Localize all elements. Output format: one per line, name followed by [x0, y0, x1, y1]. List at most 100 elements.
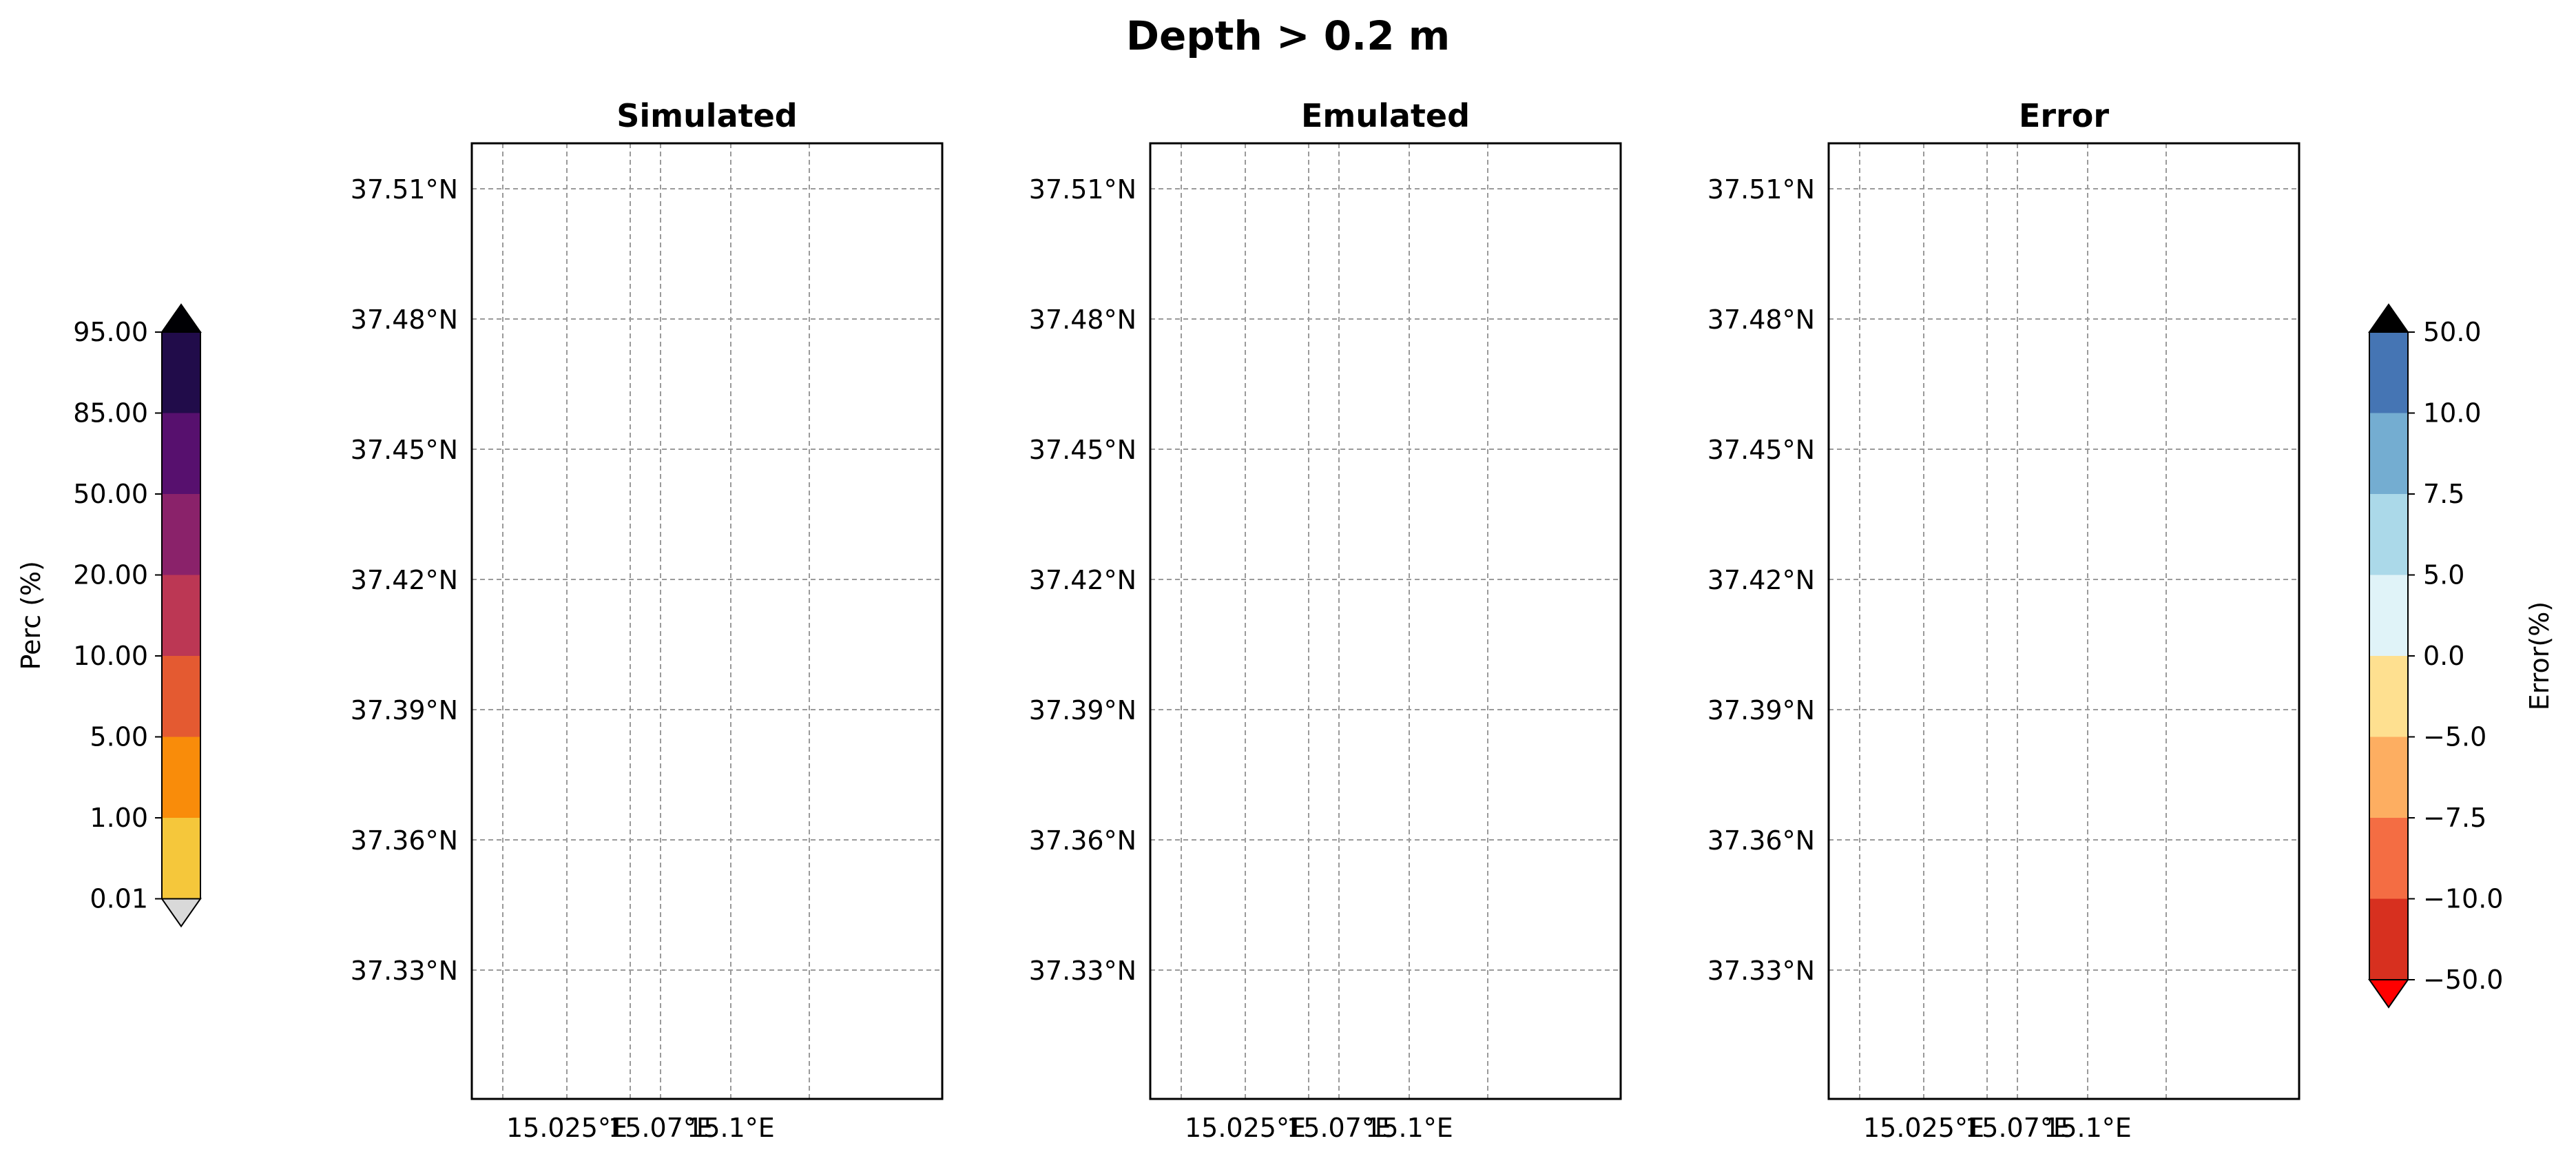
flood-cell — [1463, 987, 1465, 991]
flood-cell — [773, 654, 780, 657]
flood-cell — [1460, 1025, 1464, 1027]
flood-cell — [776, 900, 781, 904]
flood-cell — [756, 730, 759, 737]
flood-cell — [770, 655, 776, 659]
flood-cell — [762, 711, 767, 714]
flood-cell — [764, 306, 769, 312]
flood-cell — [1433, 535, 1438, 538]
flood-cell — [2115, 657, 2121, 662]
flood-cell — [773, 883, 779, 887]
flood-cell — [2104, 699, 2109, 703]
flood-cell — [765, 322, 768, 328]
land-area — [1331, 289, 1498, 1056]
flood-cell — [1435, 512, 1441, 515]
flood-cell — [1413, 641, 1415, 644]
flood-cell — [1431, 658, 1435, 663]
flood-cell — [2118, 323, 2125, 330]
flood-cell — [766, 330, 771, 333]
flood-cell — [2115, 675, 2117, 679]
flood-cell — [766, 362, 770, 366]
flood-cell — [2117, 441, 2121, 444]
flood-cell — [1423, 561, 1426, 564]
flood-cell — [763, 513, 767, 519]
flood-cell — [2113, 580, 2116, 583]
flood-cell — [1426, 728, 1431, 732]
flood-cell — [1419, 507, 1424, 510]
flood-cell — [1429, 452, 1432, 457]
flood-cell — [1426, 524, 1431, 530]
flood-cell — [2117, 500, 2119, 503]
flood-cell — [2121, 621, 2123, 626]
flood-cell — [1416, 484, 1420, 486]
flood-cell — [1450, 892, 1452, 896]
flood-cell — [765, 712, 769, 717]
flood-cell — [1451, 991, 1456, 998]
flood-cell — [2113, 424, 2116, 426]
flood-cell — [1438, 513, 1442, 518]
flood-cell — [2121, 358, 2127, 364]
flood-cell — [1426, 877, 1433, 880]
flood-cell — [2146, 1013, 2148, 1016]
flood-cell — [2104, 715, 2108, 719]
flood-cell — [1450, 1003, 1456, 1008]
flood-cell — [760, 376, 767, 382]
flood-cell — [1434, 304, 1439, 309]
flood-cell — [789, 992, 791, 996]
flood-cell — [1424, 360, 1427, 365]
colorbar-under — [160, 898, 202, 928]
flood-cell — [2112, 630, 2116, 635]
flood-cell — [765, 637, 770, 642]
flood-cell — [769, 654, 773, 656]
flood-cell — [2097, 744, 2102, 751]
flood-cell — [1405, 641, 1407, 645]
flood-cell — [1430, 876, 1435, 883]
flood-cell — [765, 311, 771, 318]
flood-cell — [2146, 986, 2152, 990]
flood-cell — [1429, 630, 1434, 634]
map-panel-error: Error37.51°N37.48°N37.45°N37.42°N37.39°N… — [1707, 97, 2300, 1143]
flood-cell — [762, 699, 768, 703]
flood-cell — [760, 727, 764, 733]
flood-cell — [1435, 290, 1440, 294]
flood-cell — [1426, 718, 1431, 722]
flood-cell — [1420, 400, 1425, 405]
flood-cell — [2139, 997, 2145, 1004]
flood-cell — [2101, 675, 2104, 680]
flood-cell — [792, 1020, 795, 1027]
flood-cell — [765, 585, 769, 588]
flood-cell — [1419, 736, 1422, 739]
flood-cell — [765, 621, 768, 624]
flood-cell — [761, 714, 765, 719]
flood-cell — [1422, 506, 1428, 511]
flood-cell — [2120, 637, 2126, 640]
flood-cell — [1413, 626, 1419, 632]
flood-cell — [793, 1013, 796, 1018]
flood-cell — [1430, 688, 1433, 690]
flood-cell — [1462, 1026, 1468, 1031]
flood-cell — [1424, 518, 1427, 524]
flood-cell — [1429, 734, 1433, 737]
flood-cell — [788, 1011, 792, 1016]
flood-cell — [769, 655, 774, 661]
flood-cell — [1419, 702, 1425, 706]
flood-cell — [1453, 989, 1460, 991]
flood-cell — [2105, 697, 2107, 703]
flood-cell — [2113, 657, 2119, 661]
flood-cell — [773, 654, 779, 659]
colorbar-over — [160, 303, 202, 333]
flood-cell — [1462, 980, 1468, 982]
flood-cell — [1415, 657, 1418, 662]
flood-cell — [2099, 704, 2106, 708]
flood-cell — [2107, 725, 2109, 729]
flood-cell — [2115, 891, 2121, 897]
flood-cell — [2146, 975, 2151, 978]
flood-cell — [762, 398, 769, 404]
flood-cell — [2115, 271, 2117, 274]
flood-cell — [1432, 628, 1437, 630]
flood-cell — [765, 300, 769, 307]
flood-cell — [1417, 527, 1420, 530]
flood-cell — [760, 716, 762, 720]
flood-cell — [1437, 894, 1444, 897]
flood-cell — [1439, 684, 1446, 689]
flood-cell — [1424, 526, 1431, 529]
